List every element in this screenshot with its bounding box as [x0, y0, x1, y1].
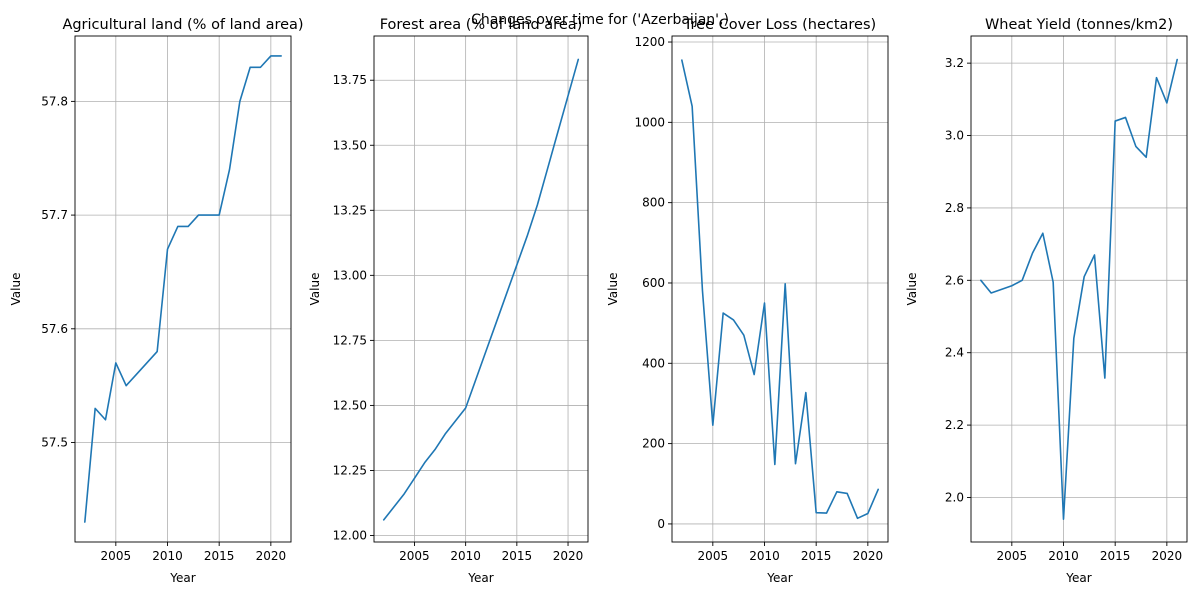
- chart-title: Tree Cover Loss (hectares): [683, 17, 876, 33]
- y-tick-label: 2.6: [945, 273, 964, 287]
- axes-frame: [970, 35, 1188, 543]
- x-tick-label: 2015: [1100, 549, 1131, 563]
- y-tick-label: 2.8: [945, 201, 964, 215]
- chart-panel-2: 2005 2010 2015 2020 12.00 12.25 12.50 12.75 13.0…: [308, 17, 589, 585]
- chart-title: Wheat Yield (tonnes/km2): [985, 17, 1173, 33]
- x-tick-label: 2005: [698, 549, 729, 563]
- chart-panel-3: 2005 2010 2015 2020 0 200 400 600 800 1000 1200 Tre…: [606, 17, 889, 585]
- y-tick-label: 13.25: [333, 203, 367, 217]
- x-tick-label: 2005: [101, 549, 132, 563]
- y-tick-label: 600: [642, 276, 665, 290]
- chart-panel-4: 2005 2010 2015 2020 2.0 2.2 2.4 2.6 2.8 3.0 3.2 Whe…: [905, 17, 1188, 585]
- x-tick-label: 2020: [553, 549, 584, 563]
- x-axis-label: Year: [467, 571, 493, 585]
- y-tick-label: 13.75: [333, 73, 367, 87]
- chart-title: Forest area (% of land area): [380, 17, 583, 33]
- y-tick-label: 2.2: [945, 418, 964, 432]
- y-axis-label: Value: [308, 273, 322, 306]
- chart-panel-1: 2005 2010 2015 2020 57.5 57.6 57.7 57.8 Agricult…: [9, 17, 304, 585]
- series-line: [84, 55, 282, 523]
- x-tick-label: 2005: [399, 549, 430, 563]
- y-tick-label: 13.50: [333, 138, 367, 152]
- y-axis-label: Value: [9, 273, 23, 306]
- x-axis-label: Year: [1065, 571, 1091, 585]
- axes-frame: [74, 35, 292, 543]
- axes-frame: [373, 35, 589, 543]
- x-axis-label: Year: [766, 571, 792, 585]
- y-tick-label: 1200: [634, 35, 665, 49]
- figure-suptitle: Changes over time for ('Azerbaijan',): [471, 12, 729, 28]
- series-line: [382, 58, 580, 521]
- x-tick-label: 2015: [204, 549, 235, 563]
- y-tick-label: 200: [642, 437, 665, 451]
- y-tick-label: 12.25: [333, 463, 367, 477]
- y-tick-label: 13.00: [333, 268, 367, 282]
- y-tick-label: 2.0: [945, 490, 964, 504]
- x-axis-label: Year: [169, 571, 195, 585]
- y-tick-label: 57.8: [41, 94, 68, 108]
- y-tick-label: 800: [642, 196, 665, 210]
- y-tick-label: 1000: [634, 115, 665, 129]
- y-tick-label: 57.5: [41, 436, 68, 450]
- x-tick-label: 2020: [853, 549, 884, 563]
- series-line: [681, 59, 879, 520]
- x-tick-label: 2020: [1152, 549, 1183, 563]
- x-tick-label: 2010: [152, 549, 183, 563]
- x-tick-label: 2010: [450, 549, 481, 563]
- chart-panels: 2005 2010 2015 2020 57.5 57.6 57.7 57.8 Agricult…: [9, 17, 1188, 585]
- x-tick-label: 2010: [749, 549, 780, 563]
- y-tick-label: 57.6: [41, 322, 68, 336]
- y-tick-label: 12.50: [333, 398, 367, 412]
- y-tick-label: 3.0: [945, 129, 964, 143]
- y-tick-label: 12.00: [333, 528, 367, 542]
- y-tick-label: 57.7: [41, 208, 68, 222]
- y-tick-label: 12.75: [333, 333, 367, 347]
- x-tick-label: 2010: [1048, 549, 1079, 563]
- y-tick-label: 0: [657, 517, 665, 531]
- y-tick-label: 2.4: [945, 346, 964, 360]
- y-tick-label: 400: [642, 356, 665, 370]
- x-tick-label: 2005: [997, 549, 1028, 563]
- x-tick-label: 2015: [801, 549, 832, 563]
- y-axis-label: Value: [606, 273, 620, 306]
- axes-frame: [671, 35, 889, 543]
- chart-title: Agricultural land (% of land area): [62, 17, 303, 33]
- series-line: [980, 58, 1178, 521]
- x-tick-label: 2015: [502, 549, 533, 563]
- y-tick-label: 3.2: [945, 56, 964, 70]
- y-axis-label: Value: [905, 273, 919, 306]
- x-tick-label: 2020: [256, 549, 287, 563]
